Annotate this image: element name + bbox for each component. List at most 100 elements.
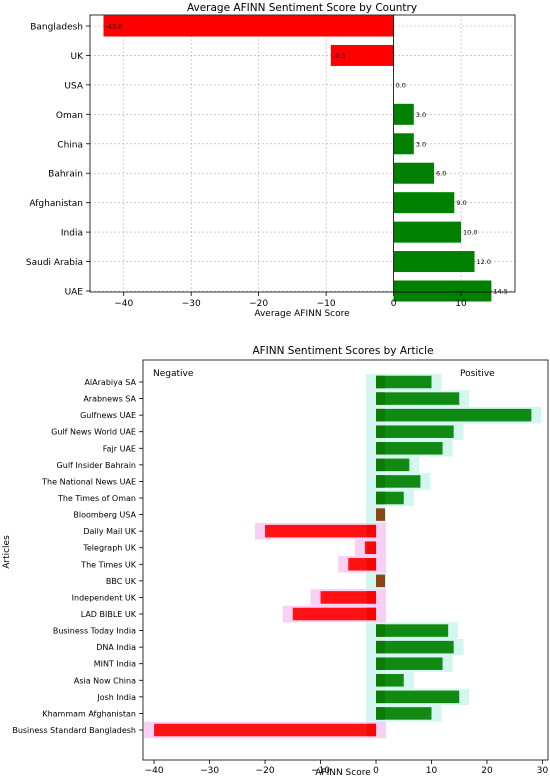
chart1-category-label: India	[61, 229, 83, 239]
chart2-bar	[376, 475, 421, 488]
chart2-bar-core	[376, 508, 386, 521]
chart2-category-label: BBC UK	[106, 577, 137, 586]
chart2-x-axis-label: AFINN Score	[315, 768, 371, 778]
chart2-category-label: Gulf Insider Bahrain	[57, 461, 136, 470]
chart2-category-label: Bloomberg USA	[73, 511, 136, 520]
chart2-category-label: The Times of Oman	[57, 494, 136, 503]
chart1-bar	[330, 44, 394, 66]
chart1-data-label: 0.0	[396, 81, 406, 89]
chart2-category-label: DNA India	[96, 643, 136, 652]
chart1-bars: -43.0 -9.3 0.0 3.0 3.0 6.0 9.0 10.0 12.0 14.5	[103, 15, 508, 302]
chart1-x-ticks: −40 −30 −20 −10 0 10	[114, 292, 467, 309]
chart2-category-label: LAD BIBLE UK	[81, 610, 137, 619]
chart2-category-label: Daily Mail UK	[83, 527, 136, 536]
chart2-bar	[265, 524, 377, 538]
chart2-bar	[348, 558, 377, 571]
chart2-bars	[144, 373, 542, 739]
chart1-bar	[393, 221, 462, 243]
chart2-category-label: The National News UAE	[41, 477, 136, 486]
chart2-bar	[154, 723, 377, 737]
chart2-bar	[320, 591, 377, 604]
chart1-frame	[89, 14, 516, 293]
chart1-x-tick-label: −10	[317, 299, 336, 309]
chart2-bar	[376, 491, 404, 505]
chart2-category-label: AlArabiya SA	[84, 378, 136, 387]
chart1-bar	[393, 103, 414, 125]
chart2-x-tick-label: −10	[311, 766, 330, 776]
chart2-bar-core	[376, 574, 386, 588]
chart1-category-label: Bangladesh	[30, 23, 83, 33]
chart2-x-tick-label: 10	[426, 766, 438, 776]
chart1-category-label: Afghanistan	[29, 199, 83, 209]
chart1-category-label: China	[57, 140, 83, 150]
chart2-bar	[364, 541, 377, 554]
chart1-category-labels: Bangladesh UK USA Oman China Bahrain Afghanist…	[26, 23, 90, 298]
chart2-x-tick-label: −20	[256, 766, 275, 776]
chart1-category-label: Bahrain	[48, 170, 83, 180]
chart1-x-tick-label: −30	[182, 299, 201, 309]
chart2-bar	[376, 425, 454, 438]
chart1-x-tick-label: −20	[249, 299, 268, 309]
chart2-category-label: Asia Now China	[74, 676, 136, 685]
chart1-bar	[103, 15, 394, 37]
chart2-bar	[376, 624, 449, 637]
chart1-data-label: -43.0	[105, 23, 122, 31]
chart1-x-tick-label: 10	[455, 299, 467, 309]
chart2-x-tick-label: 20	[481, 766, 493, 776]
positive-annotation: Positive	[460, 369, 495, 379]
chart2-bar	[376, 707, 432, 720]
chart1-data-label: 10.0	[463, 229, 477, 237]
chart1-title: Average AFINN Sentiment Score by Country	[187, 2, 417, 14]
chart2-category-labels: AlArabiya SA Arabnews SA Gulfnews UAE Gulf …	[12, 378, 143, 735]
chart2-category-label: Independent UK	[72, 593, 137, 602]
chart1-bar	[393, 280, 492, 302]
chart1-data-label: 14.5	[493, 288, 507, 296]
chart2-category-label: Arabnews SA	[83, 395, 136, 404]
chart2-bar	[376, 640, 454, 654]
chart1-bar	[393, 162, 435, 184]
chart2-x-tick-label: 30	[537, 766, 549, 776]
chart2-x-ticks: −40 −30 −20 −10 0 10 20 30	[145, 760, 549, 776]
chart1-data-label: 3.0	[416, 111, 426, 119]
chart2-bar	[376, 674, 404, 687]
chart2-y-axis-label: Articles	[2, 535, 12, 569]
chart2-category-label: Business Standard Bangladesh	[12, 726, 136, 735]
chart2-category-label: Gulf News World UAE	[51, 428, 136, 437]
chart2-bar	[376, 442, 443, 455]
chart2-x-tick-label: −40	[145, 766, 164, 776]
chart2-bar	[376, 392, 460, 405]
chart1-category-label: UAE	[65, 288, 84, 298]
chart1-x-tick-label: 0	[391, 299, 397, 309]
chart1-data-label: 6.0	[436, 170, 446, 178]
negative-annotation: Negative	[153, 369, 194, 379]
chart1-bar	[393, 133, 414, 155]
chart2-bar	[376, 657, 443, 670]
chart2-category-label: Telegraph UK	[82, 544, 136, 553]
chart1-bar	[393, 192, 455, 214]
chart2-category-label: The Times UK	[80, 560, 137, 569]
chart2-category-label: Gulfnews UAE	[80, 411, 136, 420]
chart2-x-tick-label: 0	[373, 766, 379, 776]
chart2-title: AFINN Sentiment Scores by Article	[252, 345, 433, 357]
chart1-data-label: 12.0	[477, 258, 491, 266]
chart1-category-label: UK	[71, 52, 85, 62]
chart2-category-label: Business Today India	[53, 627, 136, 636]
chart2-bar	[376, 375, 432, 389]
chart1-bar	[393, 251, 475, 273]
chart2-category-label: Khammam Afghanistan	[42, 709, 136, 718]
chart1-grid	[90, 15, 515, 292]
chart1-category-label: USA	[64, 81, 83, 91]
chart2-category-label: Fajr UAE	[103, 444, 136, 453]
chart2-bar	[376, 690, 460, 704]
chart1-category-label: Saudi Arabia	[26, 258, 83, 268]
chart2-frame	[142, 359, 549, 761]
chart2-category-label: Josh India	[96, 693, 136, 702]
chart1-data-label: 9.0	[456, 199, 466, 207]
chart1-data-label: -9.3	[333, 52, 346, 60]
chart1-category-label: Oman	[56, 111, 83, 121]
chart2-category-label: MINT India	[94, 660, 136, 669]
chart1-data-label: 3.0	[416, 140, 426, 148]
country-sentiment-chart: Average AFINN Sentiment Score by Country…	[26, 2, 516, 319]
article-sentiment-chart: AFINN Sentiment Scores by Article Articl…	[2, 345, 549, 778]
chart1-x-axis-label: Average AFINN Score	[254, 309, 350, 319]
